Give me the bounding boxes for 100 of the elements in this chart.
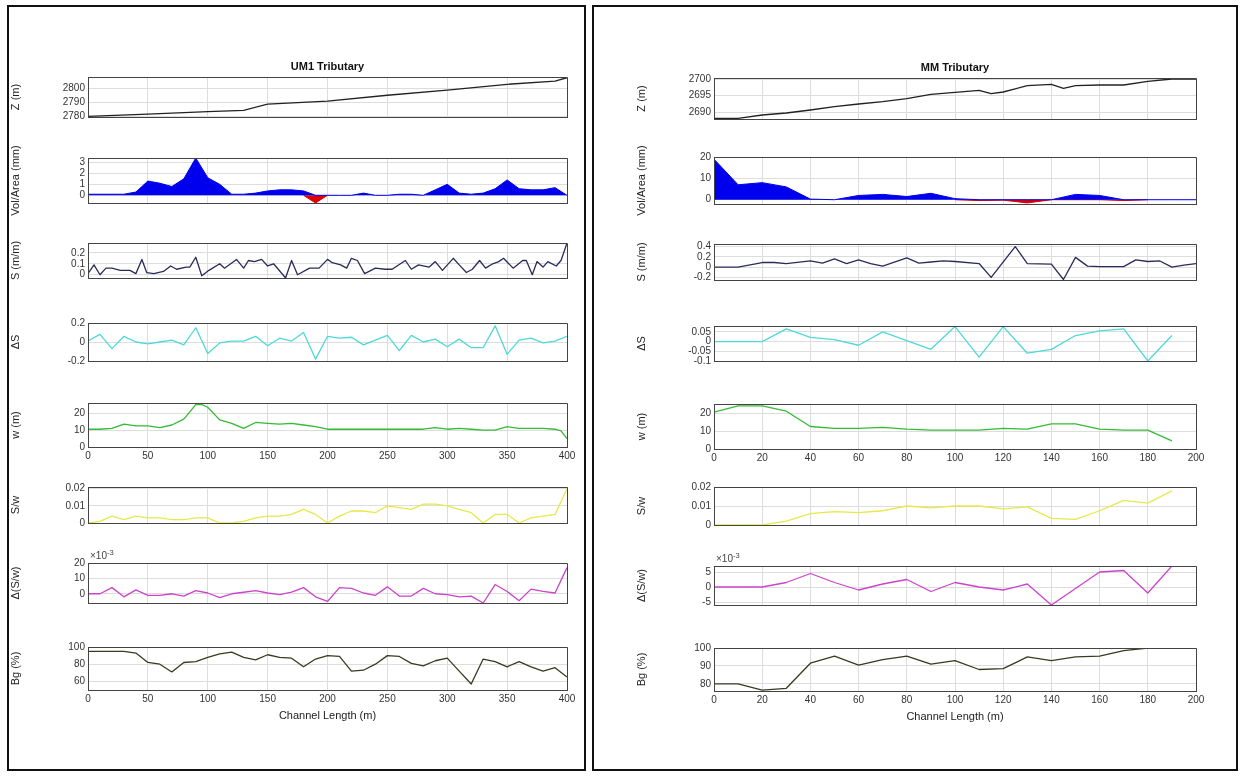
x-tick-label: 120 xyxy=(994,693,1012,705)
x-tick-label: 250 xyxy=(379,692,397,704)
y-axis-title: ΔS xyxy=(634,336,647,351)
y-tick-label: 0.1 xyxy=(71,257,86,269)
y-tick-label: 0.2 xyxy=(697,250,712,262)
y-tick-label: 2700 xyxy=(688,72,712,84)
y-tick-label: 10 xyxy=(699,172,712,184)
x-tick-label: 40 xyxy=(804,693,817,705)
y-tick-label: -5 xyxy=(702,595,712,607)
x-tick-label: 60 xyxy=(853,451,865,463)
y-tick-label: 20 xyxy=(73,406,86,418)
y-tick-label: 0 xyxy=(79,335,86,347)
y-tick-label: 2695 xyxy=(688,89,712,101)
y-tick-label: 2 xyxy=(79,167,86,179)
x-tick-label: 160 xyxy=(1091,451,1109,463)
y-axis-title: w (m) xyxy=(634,412,647,442)
x-tick-label: 200 xyxy=(319,692,337,704)
x-tick-label: 200 xyxy=(319,449,337,461)
y-tick-label: 0 xyxy=(705,518,712,530)
x-tick-label: 400 xyxy=(558,449,576,461)
y-axis-title: Vol/Area (mm) xyxy=(634,145,647,216)
x-tick-label: 80 xyxy=(901,693,913,705)
x-tick-label: 150 xyxy=(259,449,277,461)
y-tick-label: 0 xyxy=(705,580,712,592)
y-axis-title: S (m/m) xyxy=(634,242,647,282)
y-tick-label: 60 xyxy=(73,675,86,687)
y-tick-label: 0 xyxy=(79,516,86,528)
y-tick-label: 3 xyxy=(79,156,86,168)
y-axis-title: Δ(S/w) xyxy=(8,566,21,600)
y-axis-title: S/w xyxy=(8,495,21,515)
y-tick-label: 1 xyxy=(79,178,86,190)
y-axis-title: ΔS xyxy=(8,334,21,350)
y-tick-label: 0.2 xyxy=(71,316,86,328)
y-tick-label: 0 xyxy=(79,587,86,599)
y-axis-title: w (m) xyxy=(8,411,21,440)
x-tick-label: 100 xyxy=(199,692,217,704)
x-tick-label: 140 xyxy=(1043,693,1061,705)
y-tick-label: 0 xyxy=(705,193,712,205)
x-axis-title: Channel Length (m) xyxy=(906,710,1004,723)
y-tick-label: -0.2 xyxy=(693,271,712,283)
y-tick-label: 80 xyxy=(73,657,86,669)
y-tick-label: 2790 xyxy=(62,96,86,108)
y-tick-label: 10 xyxy=(73,423,86,435)
y-axis-title: Vol/Area (mm) xyxy=(8,145,21,216)
y-axis-title: Bg (%) xyxy=(8,651,21,686)
y-axis-title: Z (m) xyxy=(634,85,647,112)
x-tick-label: 80 xyxy=(901,451,913,463)
x-tick-label: 60 xyxy=(853,693,865,705)
y-tick-label: 80 xyxy=(699,677,712,689)
x-tick-label: 160 xyxy=(1091,693,1109,705)
y-tick-label: 0.01 xyxy=(691,499,712,511)
y-tick-label: 10 xyxy=(73,572,86,584)
y-tick-label: 0.02 xyxy=(691,480,712,492)
y-tick-label: 20 xyxy=(699,406,712,418)
x-tick-label: 100 xyxy=(946,451,964,463)
x-tick-label: 20 xyxy=(756,451,769,463)
y-tick-label: 100 xyxy=(68,640,86,652)
y-tick-label: 100 xyxy=(694,641,712,653)
x-tick-label: 50 xyxy=(142,692,154,704)
y-tick-label: 2690 xyxy=(688,106,712,118)
y-tick-label: 0 xyxy=(79,440,86,452)
x-tick-label: 40 xyxy=(804,451,817,463)
y-axis-title: S/w xyxy=(634,496,647,516)
x-tick-label: 200 xyxy=(1187,693,1205,705)
y-tick-label: 0.02 xyxy=(65,482,86,494)
x-tick-label: 350 xyxy=(498,449,516,461)
y-tick-label: 0 xyxy=(705,260,712,272)
x-tick-label: 180 xyxy=(1139,693,1157,705)
x-tick-label: 120 xyxy=(994,451,1012,463)
x-tick-label: 250 xyxy=(379,449,397,461)
y-axis-title: Z (m) xyxy=(8,83,21,111)
x-axis-title: Channel Length (m) xyxy=(278,709,377,722)
y-tick-label: 0.01 xyxy=(65,499,86,511)
x-tick-label: 200 xyxy=(1187,451,1205,463)
y-tick-label: 90 xyxy=(699,659,712,671)
x-tick-label: 140 xyxy=(1043,451,1061,463)
y-tick-label: 0 xyxy=(705,335,712,347)
y-tick-label: -0.2 xyxy=(67,354,86,366)
y-tick-label: 0 xyxy=(79,268,86,280)
y-tick-label: 2780 xyxy=(62,110,86,122)
y-tick-label: 0 xyxy=(79,189,86,201)
chart-title: UM1 Tributary xyxy=(290,59,366,72)
y-tick-label: 10 xyxy=(699,424,712,436)
y-tick-label: 5 xyxy=(705,565,712,577)
x-tick-label: 350 xyxy=(498,692,516,704)
x-tick-label: 300 xyxy=(438,692,457,704)
y-tick-label: 0.05 xyxy=(691,325,712,337)
y-tick-label: -0.05 xyxy=(688,345,712,357)
x-tick-label: 180 xyxy=(1139,451,1157,463)
y-axis-title: Bg (%) xyxy=(634,652,647,687)
y-tick-label: -0.1 xyxy=(693,354,712,366)
x-tick-label: 150 xyxy=(259,692,277,704)
x-tick-label: 100 xyxy=(199,449,217,461)
chart-title: MM Tributary xyxy=(920,60,991,73)
y-tick-label: 0.4 xyxy=(697,240,712,252)
x-tick-label: 100 xyxy=(946,693,964,705)
y-tick-label: 2800 xyxy=(62,81,86,93)
y-tick-label: 0.2 xyxy=(71,246,86,258)
y-tick-label: 20 xyxy=(699,150,712,162)
x-tick-label: 400 xyxy=(558,692,576,704)
